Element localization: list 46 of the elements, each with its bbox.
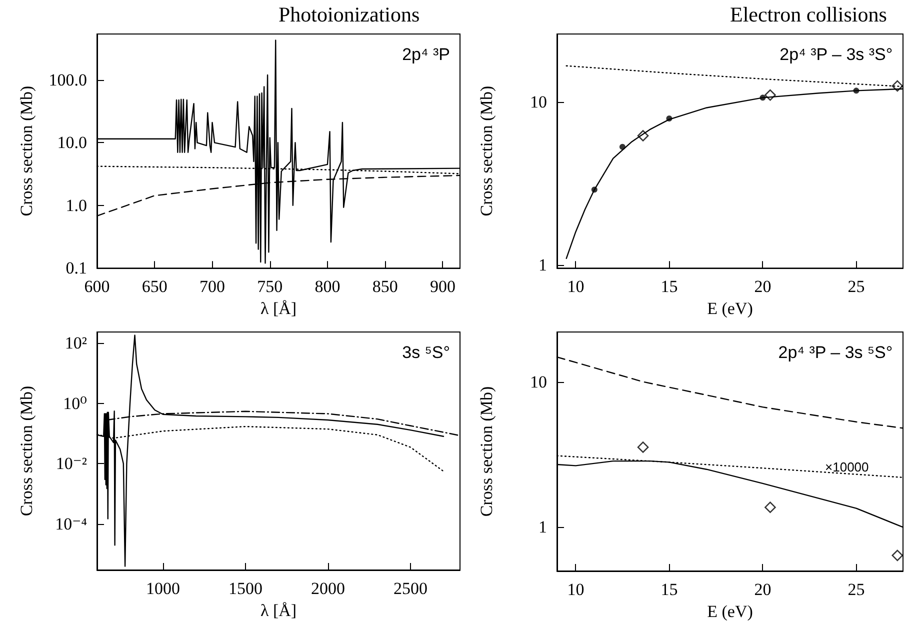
annotation: 2p⁴ ³P <box>402 45 450 64</box>
x-tick-label: 600 <box>84 277 110 296</box>
y-axis-title: Cross section (Mb) <box>17 86 36 216</box>
x-tick-label: 650 <box>142 277 168 296</box>
x-tick-label: 2000 <box>311 579 345 598</box>
chart-title: Electron collisions <box>730 2 887 26</box>
annotation: 3s ⁵S° <box>402 343 450 362</box>
annotation: 2p⁴ ³P – 3s ³S° <box>780 45 893 64</box>
chart-title: Photoionizations <box>278 2 420 26</box>
y-tick-label: 10 <box>530 92 547 112</box>
x-tick-label: 700 <box>199 277 225 296</box>
y-tick-label: 10 <box>530 372 547 392</box>
y-axis-title: Cross section (Mb) <box>477 86 496 216</box>
y-axis-title: Cross section (Mb) <box>477 386 496 517</box>
y-tick-label: 1.0 <box>66 196 87 215</box>
x-tick-label: 15 <box>660 580 678 599</box>
x-tick-label: 15 <box>660 277 678 296</box>
y-tick-label: 10² <box>64 333 87 352</box>
y-tick-label: 0.1 <box>66 258 87 278</box>
y-tick-label: 1 <box>538 518 547 537</box>
x-tick-label: 750 <box>257 277 283 296</box>
x-axis-title: E (eV) <box>707 299 753 318</box>
y-tick-label: 10.0 <box>57 133 87 152</box>
x-tick-label: 10 <box>567 277 584 296</box>
y-tick-label: 10⁰ <box>63 394 88 413</box>
x-tick-label: 900 <box>430 277 456 296</box>
y-tick-label: 1 <box>538 256 547 275</box>
x-tick-label: 800 <box>314 277 340 296</box>
x-tick-label: 20 <box>754 580 772 599</box>
annotation: ×10000 <box>825 460 869 475</box>
x-axis-title: E (eV) <box>707 602 753 621</box>
y-tick-label: 100.0 <box>48 70 87 90</box>
y-tick-label: 10⁻² <box>56 454 87 474</box>
x-tick-label: 850 <box>372 277 398 296</box>
x-tick-label: 1500 <box>228 579 262 598</box>
x-axis-title: λ [Å] <box>260 600 297 620</box>
x-tick-label: 25 <box>848 580 865 599</box>
x-tick-label: 20 <box>754 277 772 296</box>
y-tick-label: 10⁻⁴ <box>55 514 88 534</box>
x-tick-label: 25 <box>848 277 865 296</box>
annotation: 2p⁴ ³P – 3s ⁵S° <box>778 343 893 362</box>
x-axis-title: λ [Å] <box>260 299 297 318</box>
x-tick-label: 10 <box>567 580 584 599</box>
y-axis-title: Cross section (Mb) <box>17 386 36 516</box>
x-tick-label: 1000 <box>146 579 180 598</box>
x-tick-label: 2500 <box>394 579 428 598</box>
